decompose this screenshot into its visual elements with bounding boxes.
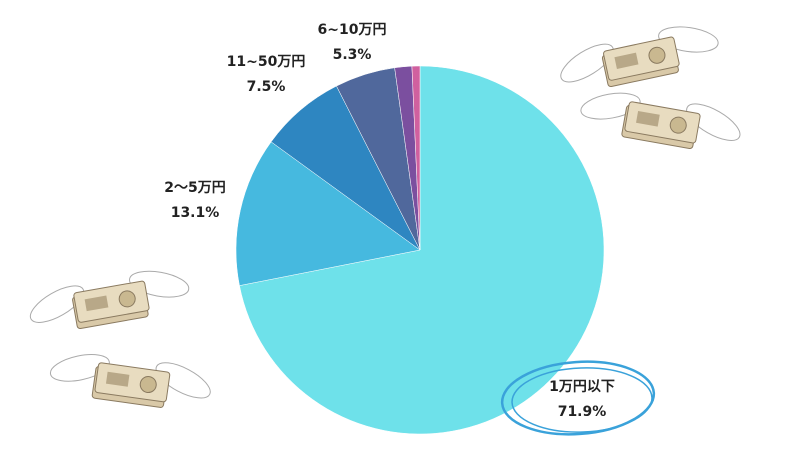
bill-mark [636,110,660,127]
flying-money [560,26,719,88]
bill-mark [84,295,109,312]
highlight-circle [511,367,653,433]
flying-money [580,92,741,150]
wing [29,285,85,323]
flying-money [29,270,190,330]
bill-mark [139,376,157,394]
slice-label: 11~50万円 [227,54,306,70]
slice-value-label: 5.3% [333,47,372,63]
bill-mark [105,371,130,387]
bill-mark [648,46,666,64]
wing [560,43,614,83]
slice-value-label: 7.5% [247,79,286,95]
highlight-circle [500,360,656,436]
pie [235,65,605,435]
labels: 1万円以下 71.9% 2～5万円 13.1% 11~50万円 7.5% 6~10万円 5.3… [164,22,615,420]
bill-mark [669,116,687,134]
pie-slice [235,141,421,286]
slice-label: 1万円以下 [549,379,615,395]
wing [155,362,211,399]
slice-value-label: 71.9% [558,404,607,420]
slice-label: 2～5万円 [164,180,225,196]
bill-mark [118,290,136,308]
bill-mark [614,52,639,69]
slice-label: 6~10万円 [318,22,387,38]
slice-value-label: 13.1% [171,205,220,221]
decoration [29,26,741,408]
pie-slice [239,65,605,435]
flying-money [49,354,211,408]
pie-slice [411,65,421,251]
wing [686,103,741,141]
